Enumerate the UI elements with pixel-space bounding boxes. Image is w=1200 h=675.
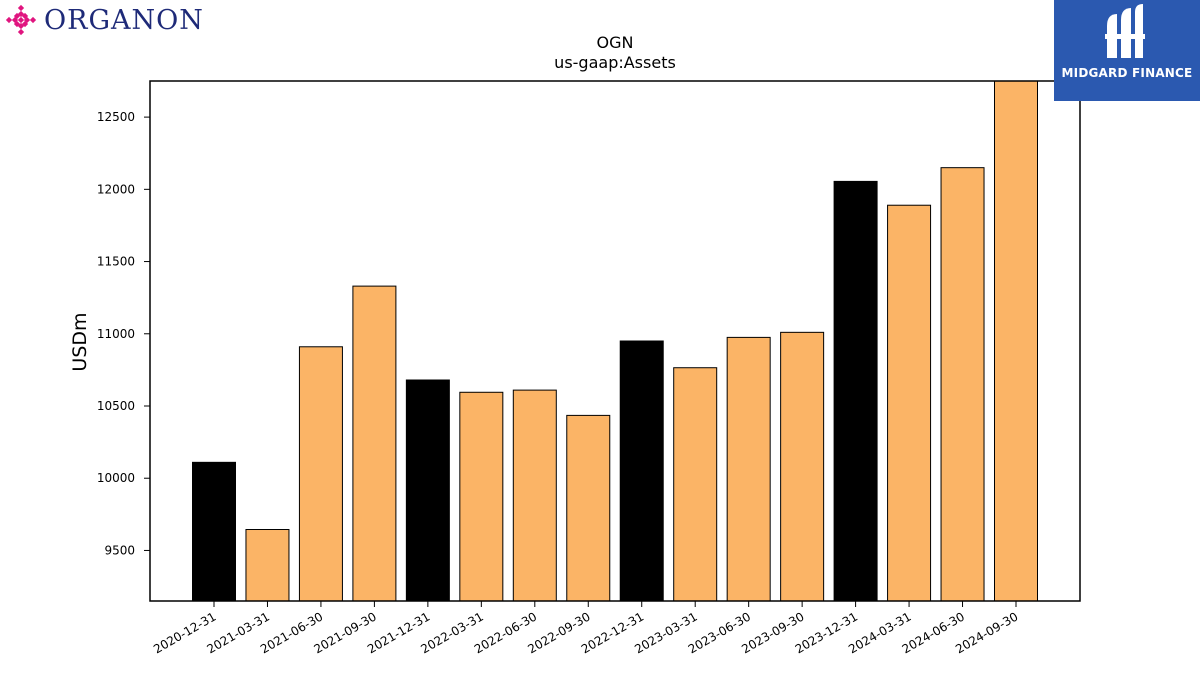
midgard-logo-text: MIDGARD FINANCE [1061,66,1193,80]
bar-2022-12-31 [619,340,664,602]
bar-2024-09-30 [994,80,1038,602]
chart-subtitle: us-gaap:Assets [554,53,676,72]
y-tick-label: 10500 [97,399,135,413]
bars-group [192,80,1038,602]
organon-logo-text: ORGANON [44,4,204,36]
y-axis-label: USDm [69,312,91,371]
plot-frame [149,80,1081,602]
chart-title: OGN [597,33,634,52]
y-axis: 9500 10000 10500 11000 11500 12000 12500 [97,110,150,557]
y-tick-label: 9500 [104,543,135,557]
organon-mark-icon [5,4,37,36]
bar-2021-09-30 [352,285,397,602]
bar-2024-03-31 [887,204,932,602]
bar-2023-12-31 [833,180,878,602]
y-tick-label: 11500 [97,255,135,269]
y-tick-label: 11000 [97,327,135,341]
y-tick-label: 12000 [97,182,135,196]
midgard-mark-icon [1105,4,1145,58]
bar-2023-03-31 [673,367,718,602]
bar-2022-09-30 [566,414,611,602]
bar-2022-03-31 [459,391,504,602]
bar-2021-06-30 [298,346,343,602]
organon-logo: ORGANON [4,2,204,38]
y-tick-label: 12500 [97,110,135,124]
x-axis: 2020-12-312021-03-312021-06-302021-09-30… [151,601,1021,656]
bar-2021-12-31 [405,379,450,602]
bar-2024-06-30 [940,167,985,602]
bar-2020-12-31 [192,461,236,602]
bar-2021-03-31 [245,529,290,602]
y-tick-label: 10000 [97,471,135,485]
bar-2023-06-30 [726,336,771,602]
bar-2022-06-30 [512,389,557,602]
bar-2023-09-30 [780,331,825,602]
midgard-finance-logo: MIDGARD FINANCE [1054,0,1200,101]
